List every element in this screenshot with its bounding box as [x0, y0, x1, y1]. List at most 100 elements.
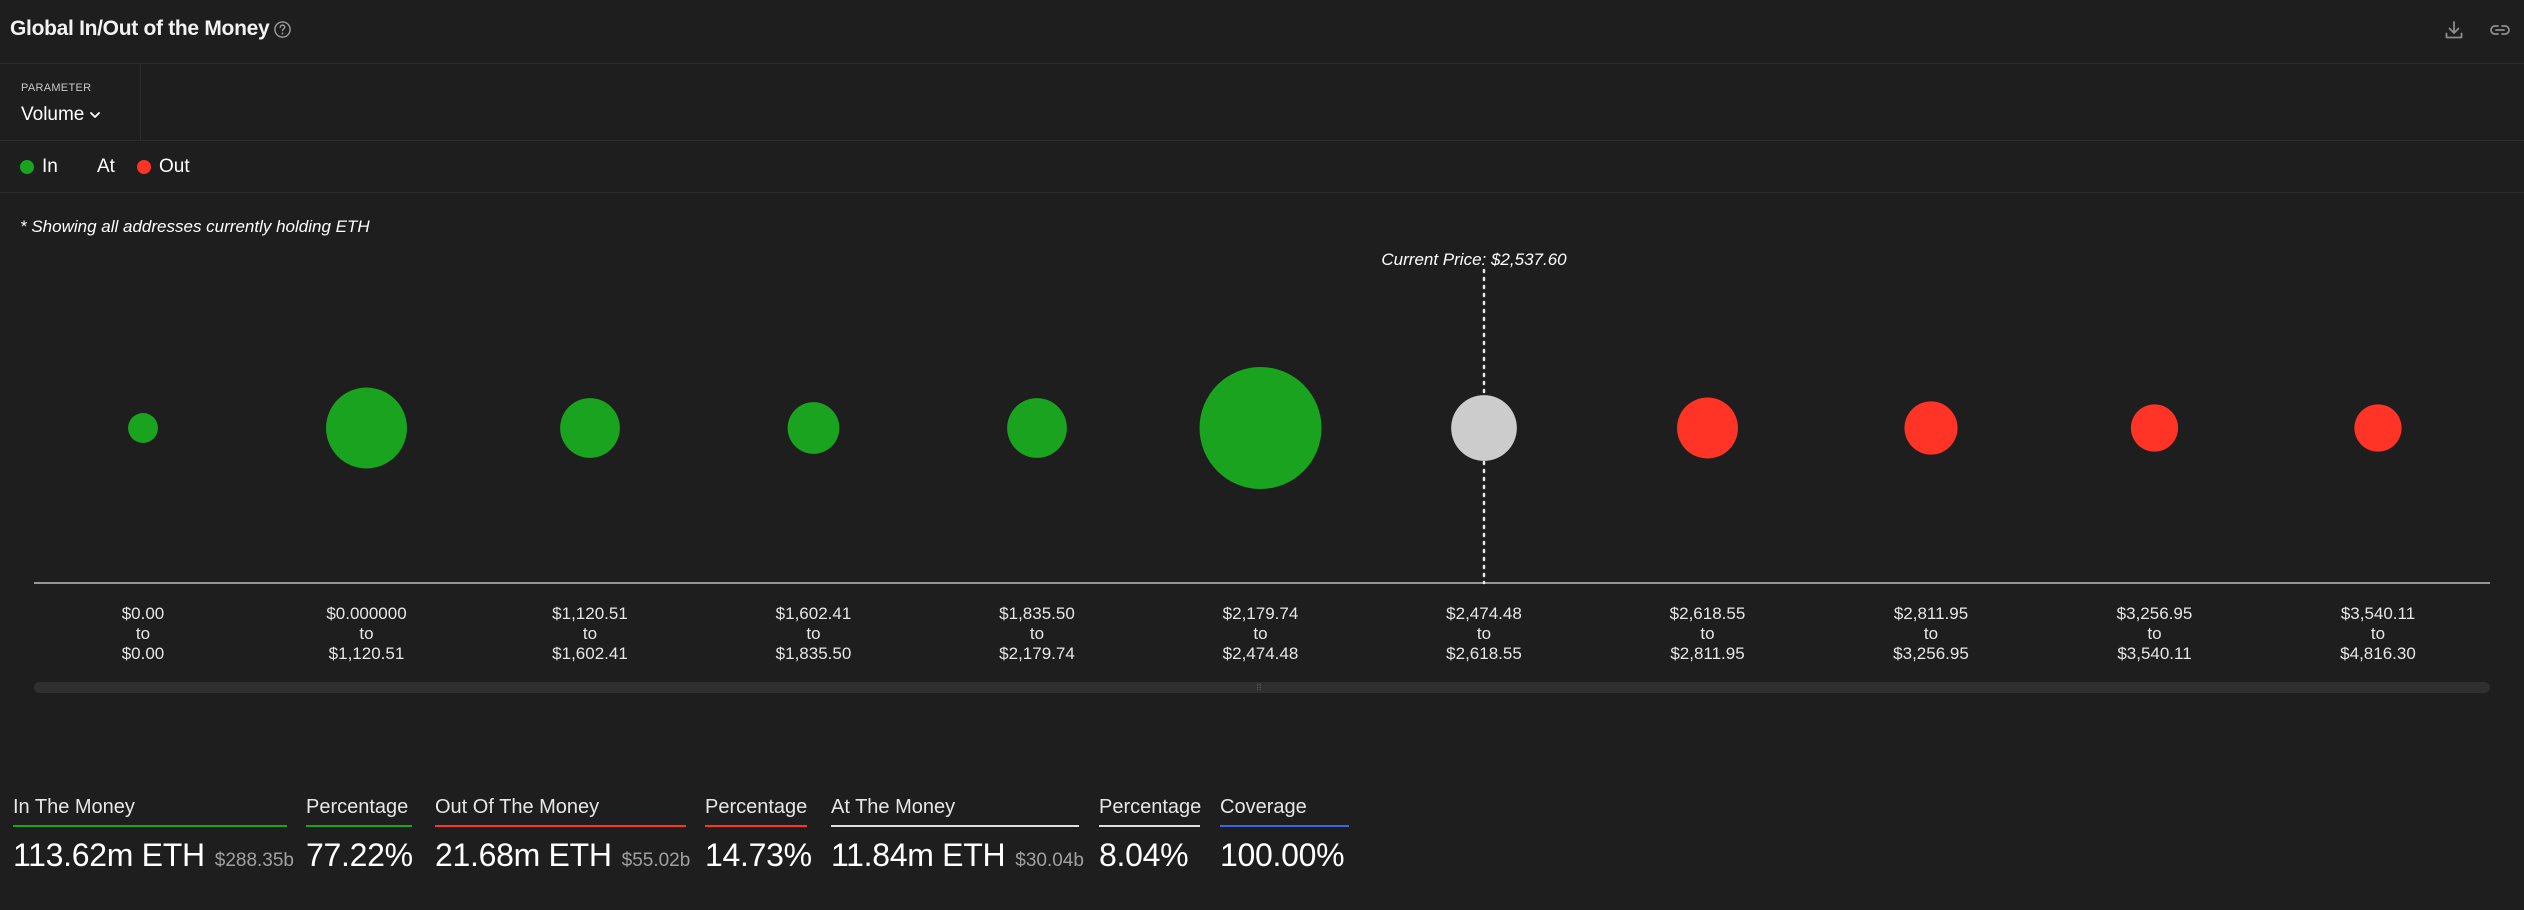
stat-underline-at-pct	[1099, 825, 1200, 827]
x-tick-label: $1,120.51	[329, 644, 405, 663]
x-tick-label: $2,474.48	[1223, 644, 1299, 663]
stat-underline-at	[831, 825, 1079, 827]
parameter-dropdown[interactable]: Volume	[21, 103, 102, 127]
x-tick-label: $2,618.55	[1670, 604, 1746, 623]
stat-value: 100.00%	[1220, 837, 1345, 873]
x-tick-label: $2,474.48	[1446, 604, 1522, 623]
stat-label: In The Money	[13, 796, 135, 818]
stat-at-the-money: At The Money 11.84m ETH $30.04b	[831, 795, 1084, 874]
chevron-down-icon	[90, 112, 101, 118]
stat-underline-out	[435, 825, 686, 827]
x-tick-label: $1,602.41	[552, 644, 628, 663]
stat-value: 14.73%	[705, 837, 812, 873]
x-tick-label: $3,256.95	[2117, 604, 2193, 623]
stat-sub-value: $30.04b	[1015, 850, 1084, 871]
stat-label: Out Of The Money	[435, 796, 600, 818]
stat-label: Coverage	[1220, 796, 1307, 818]
legend-dot-in	[20, 160, 34, 174]
legend-label-out: Out	[159, 156, 190, 177]
stat-underline-out-pct	[705, 825, 807, 827]
x-tick-label: to	[583, 624, 597, 643]
stat-value: 8.04%	[1099, 837, 1189, 873]
chart-note: * Showing all addresses currently holdin…	[20, 217, 370, 236]
download-icon[interactable]	[2443, 19, 2465, 41]
stat-sub-value: $55.02b	[621, 850, 691, 871]
x-tick-label: to	[2147, 624, 2161, 643]
x-tick-label: $0.00	[122, 604, 165, 623]
bubble-out	[1904, 401, 1958, 455]
x-tick-label: $4,816.30	[2340, 644, 2416, 663]
stat-underline-coverage	[1220, 825, 1349, 827]
x-tick-label: $3,540.11	[2341, 604, 2415, 623]
stat-out-of-the-money: Out Of The Money 21.68m ETH $55.02b	[435, 795, 690, 874]
page-title: Global In/Out of the Money	[10, 17, 270, 40]
x-tick-label: $2,179.74	[1223, 604, 1299, 623]
stat-sub-value: $288.35b	[214, 850, 294, 871]
stat-coverage: Coverage 100.00%	[1220, 795, 1349, 874]
bubble-out	[2130, 404, 2179, 452]
x-tick-label: $1,835.50	[776, 644, 852, 663]
x-tick-label: $0.000000	[326, 604, 406, 623]
bubble-at	[1451, 395, 1517, 461]
x-tick-label: $2,179.74	[999, 644, 1075, 663]
bubble-out	[1677, 397, 1738, 459]
x-tick-label: $3,540.11	[2117, 644, 2191, 663]
bubble-in	[326, 387, 407, 469]
legend: In At Out	[0, 141, 2524, 193]
stat-label: At The Money	[831, 796, 956, 818]
legend-label-at: At	[97, 156, 115, 177]
x-tick-label: $2,811.95	[1894, 604, 1968, 623]
stat-in-percentage: Percentage 77.22%	[306, 795, 413, 874]
x-tick-label: $1,602.41	[776, 604, 852, 623]
stat-underline-in	[13, 825, 287, 827]
x-tick-label: to	[1700, 624, 1714, 643]
bubble-in	[1007, 398, 1067, 458]
legend-label-in: In	[42, 156, 58, 177]
x-tick-label: to	[1477, 624, 1491, 643]
current-price-label: Current Price: $2,537.60	[1381, 250, 1567, 269]
stat-value: 11.84m ETH	[831, 837, 1006, 873]
parameter-bar: PARAMETER Volume	[0, 64, 2524, 141]
stat-underline-in-pct	[306, 825, 412, 827]
legend-dot-out	[137, 160, 151, 174]
stat-label: Percentage	[306, 796, 409, 818]
x-tick-label: to	[2371, 624, 2385, 643]
header: Global In/Out of the Money	[0, 0, 2524, 64]
stat-label: Percentage	[705, 796, 808, 818]
x-tick-label: $2,618.55	[1446, 644, 1522, 663]
stat-value: 77.22%	[306, 837, 413, 873]
stat-value: 21.68m ETH	[435, 837, 612, 873]
x-tick-label: $2,811.95	[1670, 644, 1744, 663]
x-tick-label: to	[1924, 624, 1938, 643]
stat-out-percentage: Percentage 14.73%	[705, 795, 812, 874]
bubble-in	[560, 398, 620, 458]
x-tick-label: $1,120.51	[552, 604, 628, 623]
legend-item-out[interactable]: Out	[137, 155, 190, 179]
chart-scrollbar[interactable]	[34, 682, 2490, 693]
scrollbar-grip-icon[interactable]: ⁞⁞	[1256, 682, 1262, 692]
bubble-in	[1199, 367, 1322, 489]
x-tick-label: $3,256.95	[1893, 644, 1969, 663]
stat-at-percentage: Percentage 8.04%	[1099, 795, 1202, 874]
x-tick-label: to	[136, 624, 150, 643]
stat-label: Percentage	[1099, 796, 1202, 818]
bubble-chart: Current Price: $2,537.60$0.00to$0.00$0.0…	[34, 250, 2490, 663]
parameter-caption: PARAMETER	[21, 82, 92, 94]
x-tick-label: to	[359, 624, 373, 643]
legend-item-at[interactable]: At	[97, 155, 115, 179]
x-tick-label: $0.00	[122, 644, 165, 663]
bubble-in	[128, 413, 158, 443]
parameter-selector: PARAMETER Volume	[0, 64, 141, 141]
parameter-value: Volume	[21, 104, 85, 125]
stat-value: 113.62m ETH	[13, 837, 205, 873]
x-tick-label: to	[1253, 624, 1267, 643]
bubble-in	[787, 402, 840, 454]
stat-in-the-money: In The Money 113.62m ETH $288.35b	[13, 795, 294, 874]
x-tick-label: $1,835.50	[999, 604, 1075, 623]
bubble-out	[2354, 404, 2402, 452]
legend-item-in[interactable]: In	[20, 155, 58, 179]
help-circle-icon[interactable]	[273, 20, 292, 39]
x-tick-label: to	[1030, 624, 1044, 643]
link-icon[interactable]	[2488, 19, 2512, 41]
x-tick-label: to	[806, 624, 820, 643]
